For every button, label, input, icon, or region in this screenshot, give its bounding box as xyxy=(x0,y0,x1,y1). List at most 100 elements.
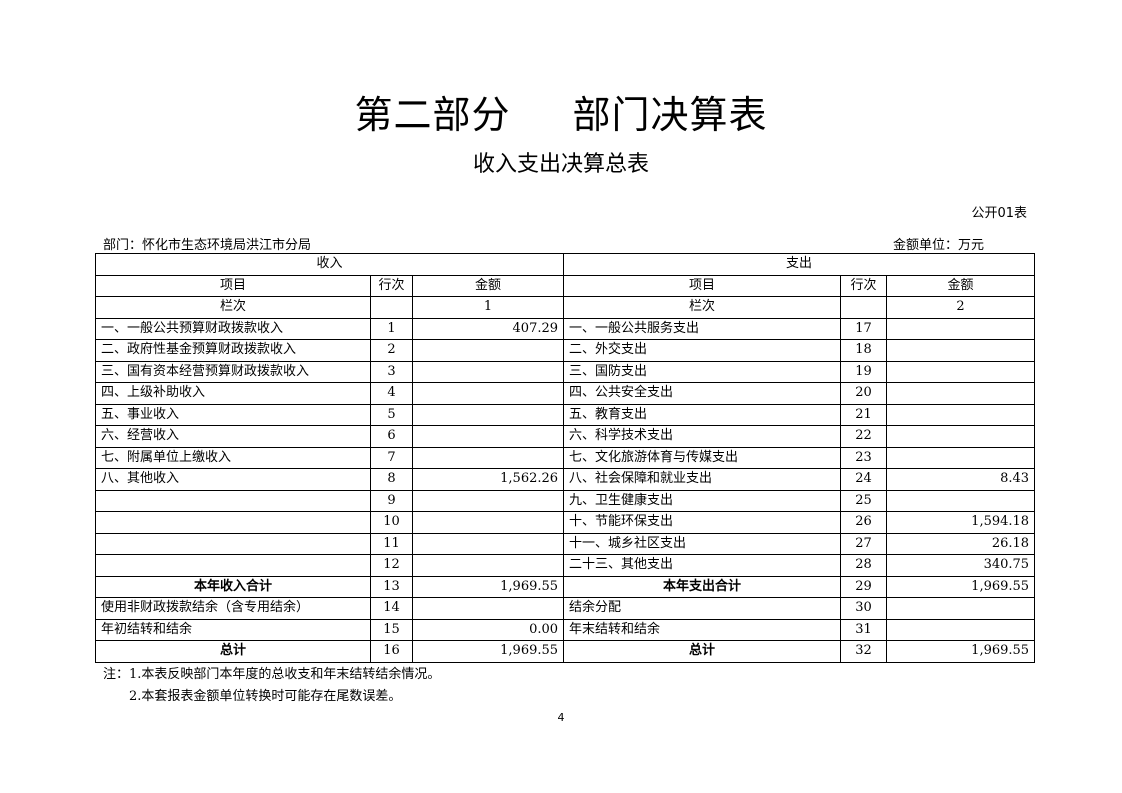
income-amount: 1,969.55 xyxy=(411,640,565,663)
income-line: 6 xyxy=(370,425,413,448)
table-row: 八、其他收入 8 1,562.26 八、社会保障和就业支出 24 8.43 xyxy=(95,468,1036,491)
expense-col-index: 2 xyxy=(886,296,1036,319)
expense-amount xyxy=(886,339,1036,362)
income-item: 八、其他收入 xyxy=(95,468,371,491)
income-amount xyxy=(411,403,565,426)
table-row: 使用非财政拨款结余（含专用结余） 14 结余分配 30 xyxy=(95,597,1036,620)
expense-amount xyxy=(886,489,1036,512)
income-item: 四、上级补助收入 xyxy=(95,382,371,405)
expense-amount: 8.43 xyxy=(886,468,1036,491)
expense-item: 二十三、其他支出 xyxy=(563,554,842,577)
expense-line: 26 xyxy=(840,511,888,534)
table-row: 年初结转和结余 15 0.00 年末结转和结余 31 xyxy=(95,618,1036,641)
expense-amount xyxy=(886,597,1036,620)
expense-amount: 1,969.55 xyxy=(886,575,1036,598)
col-index-label: 栏次 xyxy=(563,296,842,319)
income-line: 3 xyxy=(370,360,413,383)
income-item xyxy=(95,554,371,577)
table-row: 三、国有资本经营预算财政拨款收入 3 三、国防支出 19 xyxy=(95,360,1036,383)
income-item: 总计 xyxy=(95,640,371,663)
col-line: 行次 xyxy=(840,274,888,297)
income-amount: 407.29 xyxy=(411,317,565,340)
expense-item: 十一、城乡社区支出 xyxy=(563,532,842,555)
income-amount xyxy=(411,597,565,620)
expense-item: 六、科学技术支出 xyxy=(563,425,842,448)
page-title: 第二部分 部门决算表 xyxy=(0,84,1122,139)
expense-item: 结余分配 xyxy=(563,597,842,620)
expense-amount xyxy=(886,360,1036,383)
expense-line: 30 xyxy=(840,597,888,620)
income-line: 14 xyxy=(370,597,413,620)
expense-amount xyxy=(886,446,1036,469)
income-line: 4 xyxy=(370,382,413,405)
income-line: 15 xyxy=(370,618,413,641)
expense-line: 22 xyxy=(840,425,888,448)
income-item: 使用非财政拨款结余（含专用结余） xyxy=(95,597,371,620)
empty-cell xyxy=(370,296,413,319)
table-row: 一、一般公共预算财政拨款收入 1 407.29 一、一般公共服务支出 17 xyxy=(95,317,1036,340)
expense-amount xyxy=(886,425,1036,448)
expense-line: 20 xyxy=(840,382,888,405)
title-part: 第二部分 xyxy=(354,93,511,137)
table-row: 四、上级补助收入 4 四、公共安全支出 20 xyxy=(95,382,1036,405)
expense-item: 五、教育支出 xyxy=(563,403,842,426)
table-row: 七、附属单位上缴收入 7 七、文化旅游体育与传媒支出 23 xyxy=(95,446,1036,469)
income-amount xyxy=(411,532,565,555)
expense-line: 32 xyxy=(840,640,888,663)
income-amount: 1,969.55 xyxy=(411,575,565,598)
income-line: 13 xyxy=(370,575,413,598)
income-line: 7 xyxy=(370,446,413,469)
table-row: 本年收入合计 13 1,969.55 本年支出合计 29 1,969.55 xyxy=(95,575,1036,598)
table-row: 六、经营收入 6 六、科学技术支出 22 xyxy=(95,425,1036,448)
table-row: 11 十一、城乡社区支出 27 26.18 xyxy=(95,532,1036,555)
income-amount: 0.00 xyxy=(411,618,565,641)
expense-amount: 1,969.55 xyxy=(886,640,1036,663)
income-item: 七、附属单位上缴收入 xyxy=(95,446,371,469)
expense-item: 三、国防支出 xyxy=(563,360,842,383)
income-expense-table: 收入 支出 项目 行次 金额 项目 行次 金额 栏次 1 栏次 2 一、一般公共… xyxy=(94,253,1036,663)
col-index-label: 栏次 xyxy=(95,296,371,319)
expense-item: 十、节能环保支出 xyxy=(563,511,842,534)
income-amount: 1,562.26 xyxy=(411,468,565,491)
col-item: 项目 xyxy=(563,274,842,297)
note-2: 2.本套报表金额单位转换时可能存在尾数误差。 xyxy=(129,689,402,704)
department-label: 部门：怀化市生态环境局洪江市分局 xyxy=(103,238,312,253)
expense-item: 二、外交支出 xyxy=(563,339,842,362)
table-row: 五、事业收入 5 五、教育支出 21 xyxy=(95,403,1036,426)
income-amount xyxy=(411,382,565,405)
table-row: 10 十、节能环保支出 26 1,594.18 xyxy=(95,511,1036,534)
column-index-row: 栏次 1 栏次 2 xyxy=(95,296,1036,319)
income-line: 12 xyxy=(370,554,413,577)
expense-amount: 340.75 xyxy=(886,554,1036,577)
table-row: 12 二十三、其他支出 28 340.75 xyxy=(95,554,1036,577)
expense-amount xyxy=(886,382,1036,405)
column-header-row: 项目 行次 金额 项目 行次 金额 xyxy=(95,274,1036,297)
expense-item: 七、文化旅游体育与传媒支出 xyxy=(563,446,842,469)
income-item: 三、国有资本经营预算财政拨款收入 xyxy=(95,360,371,383)
income-line: 9 xyxy=(370,489,413,512)
table-row: 二、政府性基金预算财政拨款收入 2 二、外交支出 18 xyxy=(95,339,1036,362)
income-line: 2 xyxy=(370,339,413,362)
expense-amount xyxy=(886,317,1036,340)
income-amount xyxy=(411,511,565,534)
expense-line: 25 xyxy=(840,489,888,512)
income-item: 五、事业收入 xyxy=(95,403,371,426)
income-line: 16 xyxy=(370,640,413,663)
expense-line: 28 xyxy=(840,554,888,577)
table-subtitle: 收入支出决算总表 xyxy=(472,152,649,177)
income-col-index: 1 xyxy=(411,296,565,319)
income-item: 一、一般公共预算财政拨款收入 xyxy=(95,317,371,340)
form-number: 公开01表 xyxy=(971,206,1027,221)
expense-amount xyxy=(886,618,1036,641)
unit-label: 金额单位：万元 xyxy=(893,238,985,253)
income-line: 10 xyxy=(370,511,413,534)
col-item: 项目 xyxy=(95,274,371,297)
expense-line: 19 xyxy=(840,360,888,383)
income-item xyxy=(95,511,371,534)
table-row: 9 九、卫生健康支出 25 xyxy=(95,489,1036,512)
income-line: 8 xyxy=(370,468,413,491)
income-amount xyxy=(411,554,565,577)
income-header: 收入 xyxy=(94,253,565,276)
income-line: 1 xyxy=(370,317,413,340)
